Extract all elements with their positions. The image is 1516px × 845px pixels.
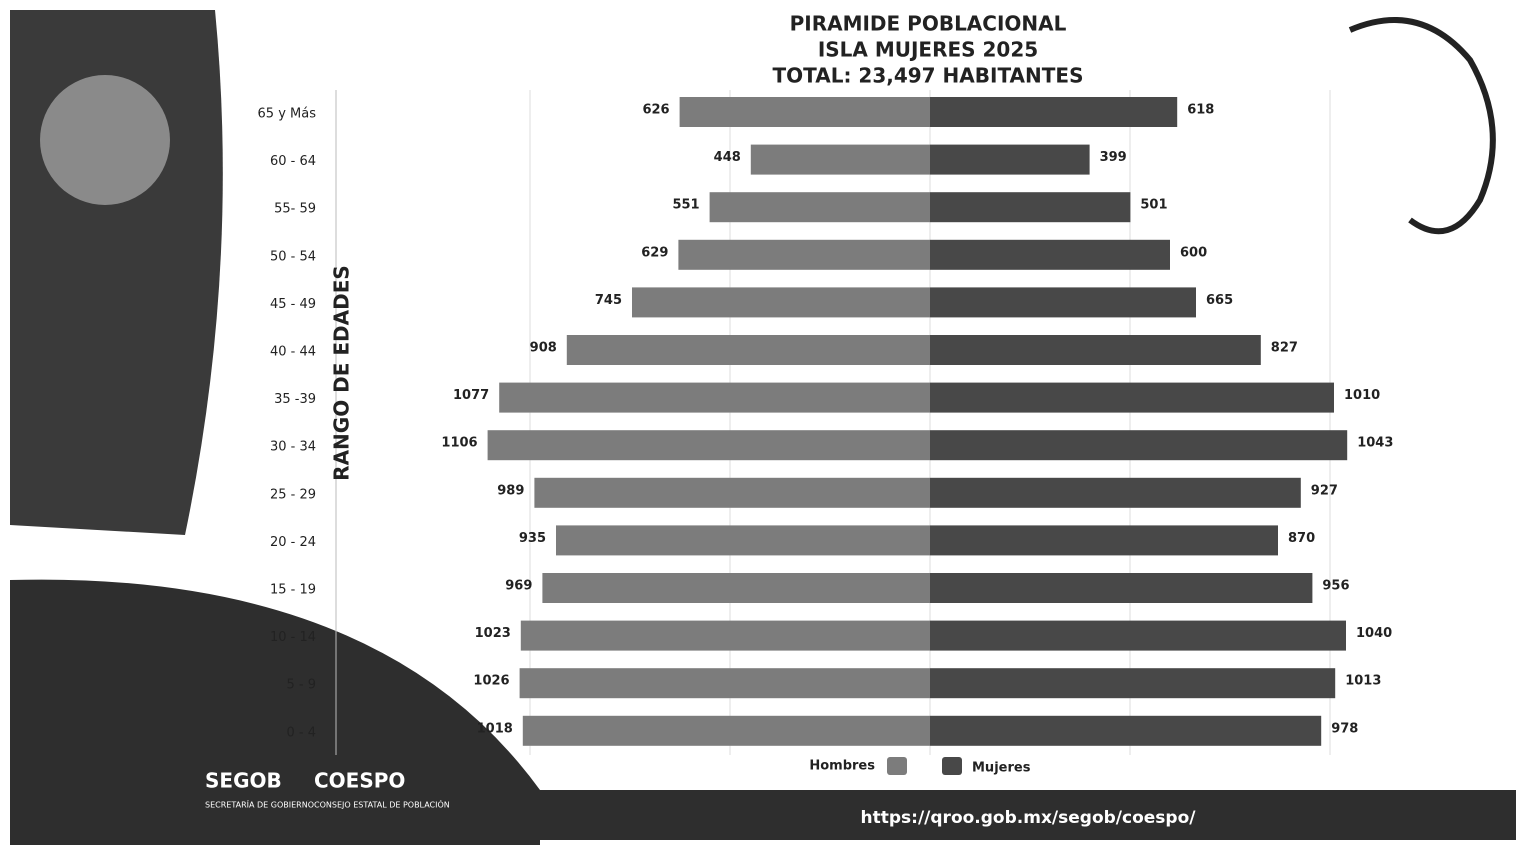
y-tick-label: 45 - 49 xyxy=(270,297,316,312)
bar xyxy=(930,715,1322,746)
data-label: 600 xyxy=(1180,245,1207,260)
y-tick-label: 0 - 4 xyxy=(287,725,317,740)
data-label: 935 xyxy=(519,531,546,546)
bar xyxy=(678,239,930,270)
bar xyxy=(930,287,1196,318)
bar xyxy=(930,477,1301,508)
bar xyxy=(556,525,930,556)
bar xyxy=(566,335,930,365)
legend-label: Mujeres xyxy=(972,761,1031,776)
y-axis-label: RANGO DE EDADES xyxy=(330,265,354,481)
y-tick-label: 55- 59 xyxy=(274,202,316,217)
y-tick-label: 10 - 14 xyxy=(270,630,316,645)
url: https://qroo.gob.mx/segob/coespo/ xyxy=(861,808,1197,828)
data-label: 1043 xyxy=(1357,436,1393,451)
data-label: 908 xyxy=(530,341,557,356)
y-tick-label: 20 - 24 xyxy=(270,535,316,550)
bar xyxy=(499,382,930,413)
y-tick-label: 5 - 9 xyxy=(287,678,317,693)
data-label: 956 xyxy=(1322,579,1349,594)
y-tick-label: 35 -39 xyxy=(274,392,316,407)
bar xyxy=(709,192,930,223)
data-label: 1023 xyxy=(475,626,511,641)
illustration xyxy=(40,75,170,205)
bar xyxy=(930,97,1178,127)
bar xyxy=(930,620,1346,651)
bar xyxy=(930,144,1090,175)
bar xyxy=(930,335,1261,365)
data-label: 551 xyxy=(672,198,699,213)
bottom-wave xyxy=(10,579,540,845)
title: TOTAL: 23,497 HABITANTES xyxy=(773,64,1084,88)
y-tick-label: 30 - 34 xyxy=(270,440,316,455)
bar xyxy=(930,382,1334,413)
data-label: 1077 xyxy=(453,388,489,403)
data-label: 1010 xyxy=(1344,388,1380,403)
coespo: COESPO xyxy=(314,769,405,793)
bar xyxy=(930,239,1170,270)
bar xyxy=(520,620,930,651)
bar xyxy=(632,287,930,318)
bar xyxy=(930,668,1336,699)
data-label: 448 xyxy=(714,150,741,165)
data-label: 1018 xyxy=(477,721,513,736)
logo-glyph xyxy=(1348,17,1496,235)
bar xyxy=(522,715,930,746)
data-label: 399 xyxy=(1100,150,1127,165)
y-tick-label: 15 - 19 xyxy=(270,583,316,598)
data-label: 665 xyxy=(1206,293,1233,308)
y-tick-label: 60 - 64 xyxy=(270,154,316,169)
bar xyxy=(930,192,1131,223)
data-label: 745 xyxy=(595,293,622,308)
legend-swatch xyxy=(887,757,907,775)
footer-band xyxy=(540,790,1516,840)
title: ISLA MUJERES 2025 xyxy=(818,38,1038,62)
bar xyxy=(487,430,930,461)
coespo-sub: CONSEJO ESTATAL DE POBLACIÓN xyxy=(314,799,450,810)
bar xyxy=(930,430,1348,461)
data-label: 626 xyxy=(642,103,669,118)
data-label: 1026 xyxy=(473,674,509,689)
y-tick-label: 50 - 54 xyxy=(270,249,316,264)
y-tick-label: 40 - 44 xyxy=(270,345,316,360)
data-label: 969 xyxy=(505,579,532,594)
bar xyxy=(679,97,930,127)
y-tick-label: 25 - 29 xyxy=(270,487,316,502)
data-label: 501 xyxy=(1140,198,1167,213)
legend-label: Hombres xyxy=(809,759,875,774)
data-label: 618 xyxy=(1187,103,1214,118)
bar xyxy=(542,573,930,603)
data-label: 629 xyxy=(641,245,668,260)
data-label: 927 xyxy=(1311,483,1338,498)
title: PIRAMIDE POBLACIONAL xyxy=(790,12,1067,36)
data-label: 870 xyxy=(1288,531,1315,546)
data-label: 1040 xyxy=(1356,626,1392,641)
segob: SEGOB xyxy=(205,769,282,793)
data-label: 978 xyxy=(1331,721,1358,736)
legend-swatch xyxy=(942,757,962,775)
y-tick-label: 65 y Más xyxy=(258,107,317,122)
data-label: 827 xyxy=(1271,341,1298,356)
bar xyxy=(930,573,1313,603)
bar xyxy=(750,144,930,175)
bar xyxy=(930,525,1278,556)
data-label: 1106 xyxy=(441,436,477,451)
data-label: 989 xyxy=(497,483,524,498)
data-label: 1013 xyxy=(1345,674,1381,689)
bar xyxy=(534,477,930,508)
bar xyxy=(519,668,930,699)
segob-sub: SECRETARÍA DE GOBIERNO xyxy=(205,799,314,810)
